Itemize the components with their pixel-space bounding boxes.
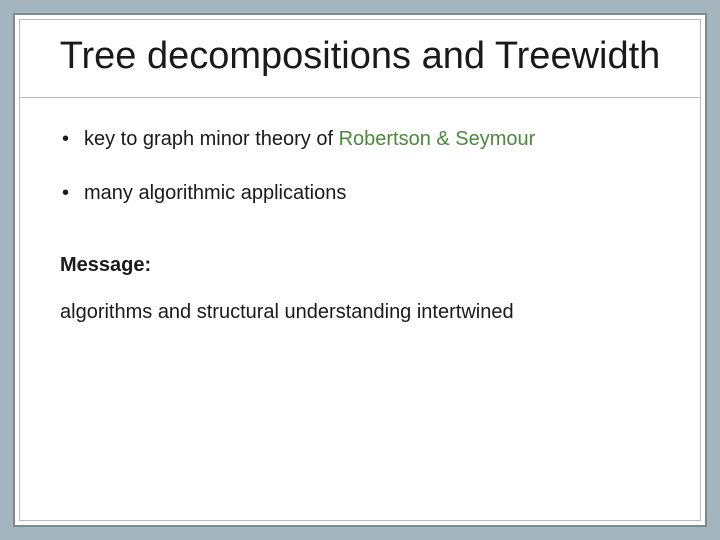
bullet-item: • many algorithmic applications <box>60 180 660 206</box>
bullet-item: • key to graph minor theory of Robertson… <box>60 126 660 152</box>
slide-title: Tree decompositions and Treewidth <box>20 20 700 98</box>
bullet-text-prefix: many algorithmic applications <box>84 182 346 204</box>
slide-body: • key to graph minor theory of Robertson… <box>20 98 700 324</box>
bullet-text: many algorithmic applications <box>84 180 660 206</box>
bullet-text: key to graph minor theory of Robertson &… <box>84 126 660 152</box>
message-label: Message: <box>60 254 660 277</box>
bullet-text-highlight: Robertson & Seymour <box>339 128 536 150</box>
bullet-text-prefix: key to graph minor theory of <box>84 128 339 150</box>
slide-inner-frame: Tree decompositions and Treewidth • key … <box>19 19 701 521</box>
message-text: algorithms and structural understanding … <box>60 301 660 324</box>
bullet-dot-icon: • <box>60 180 84 206</box>
slide-outer-frame: Tree decompositions and Treewidth • key … <box>13 13 707 527</box>
bullet-dot-icon: • <box>60 126 84 152</box>
